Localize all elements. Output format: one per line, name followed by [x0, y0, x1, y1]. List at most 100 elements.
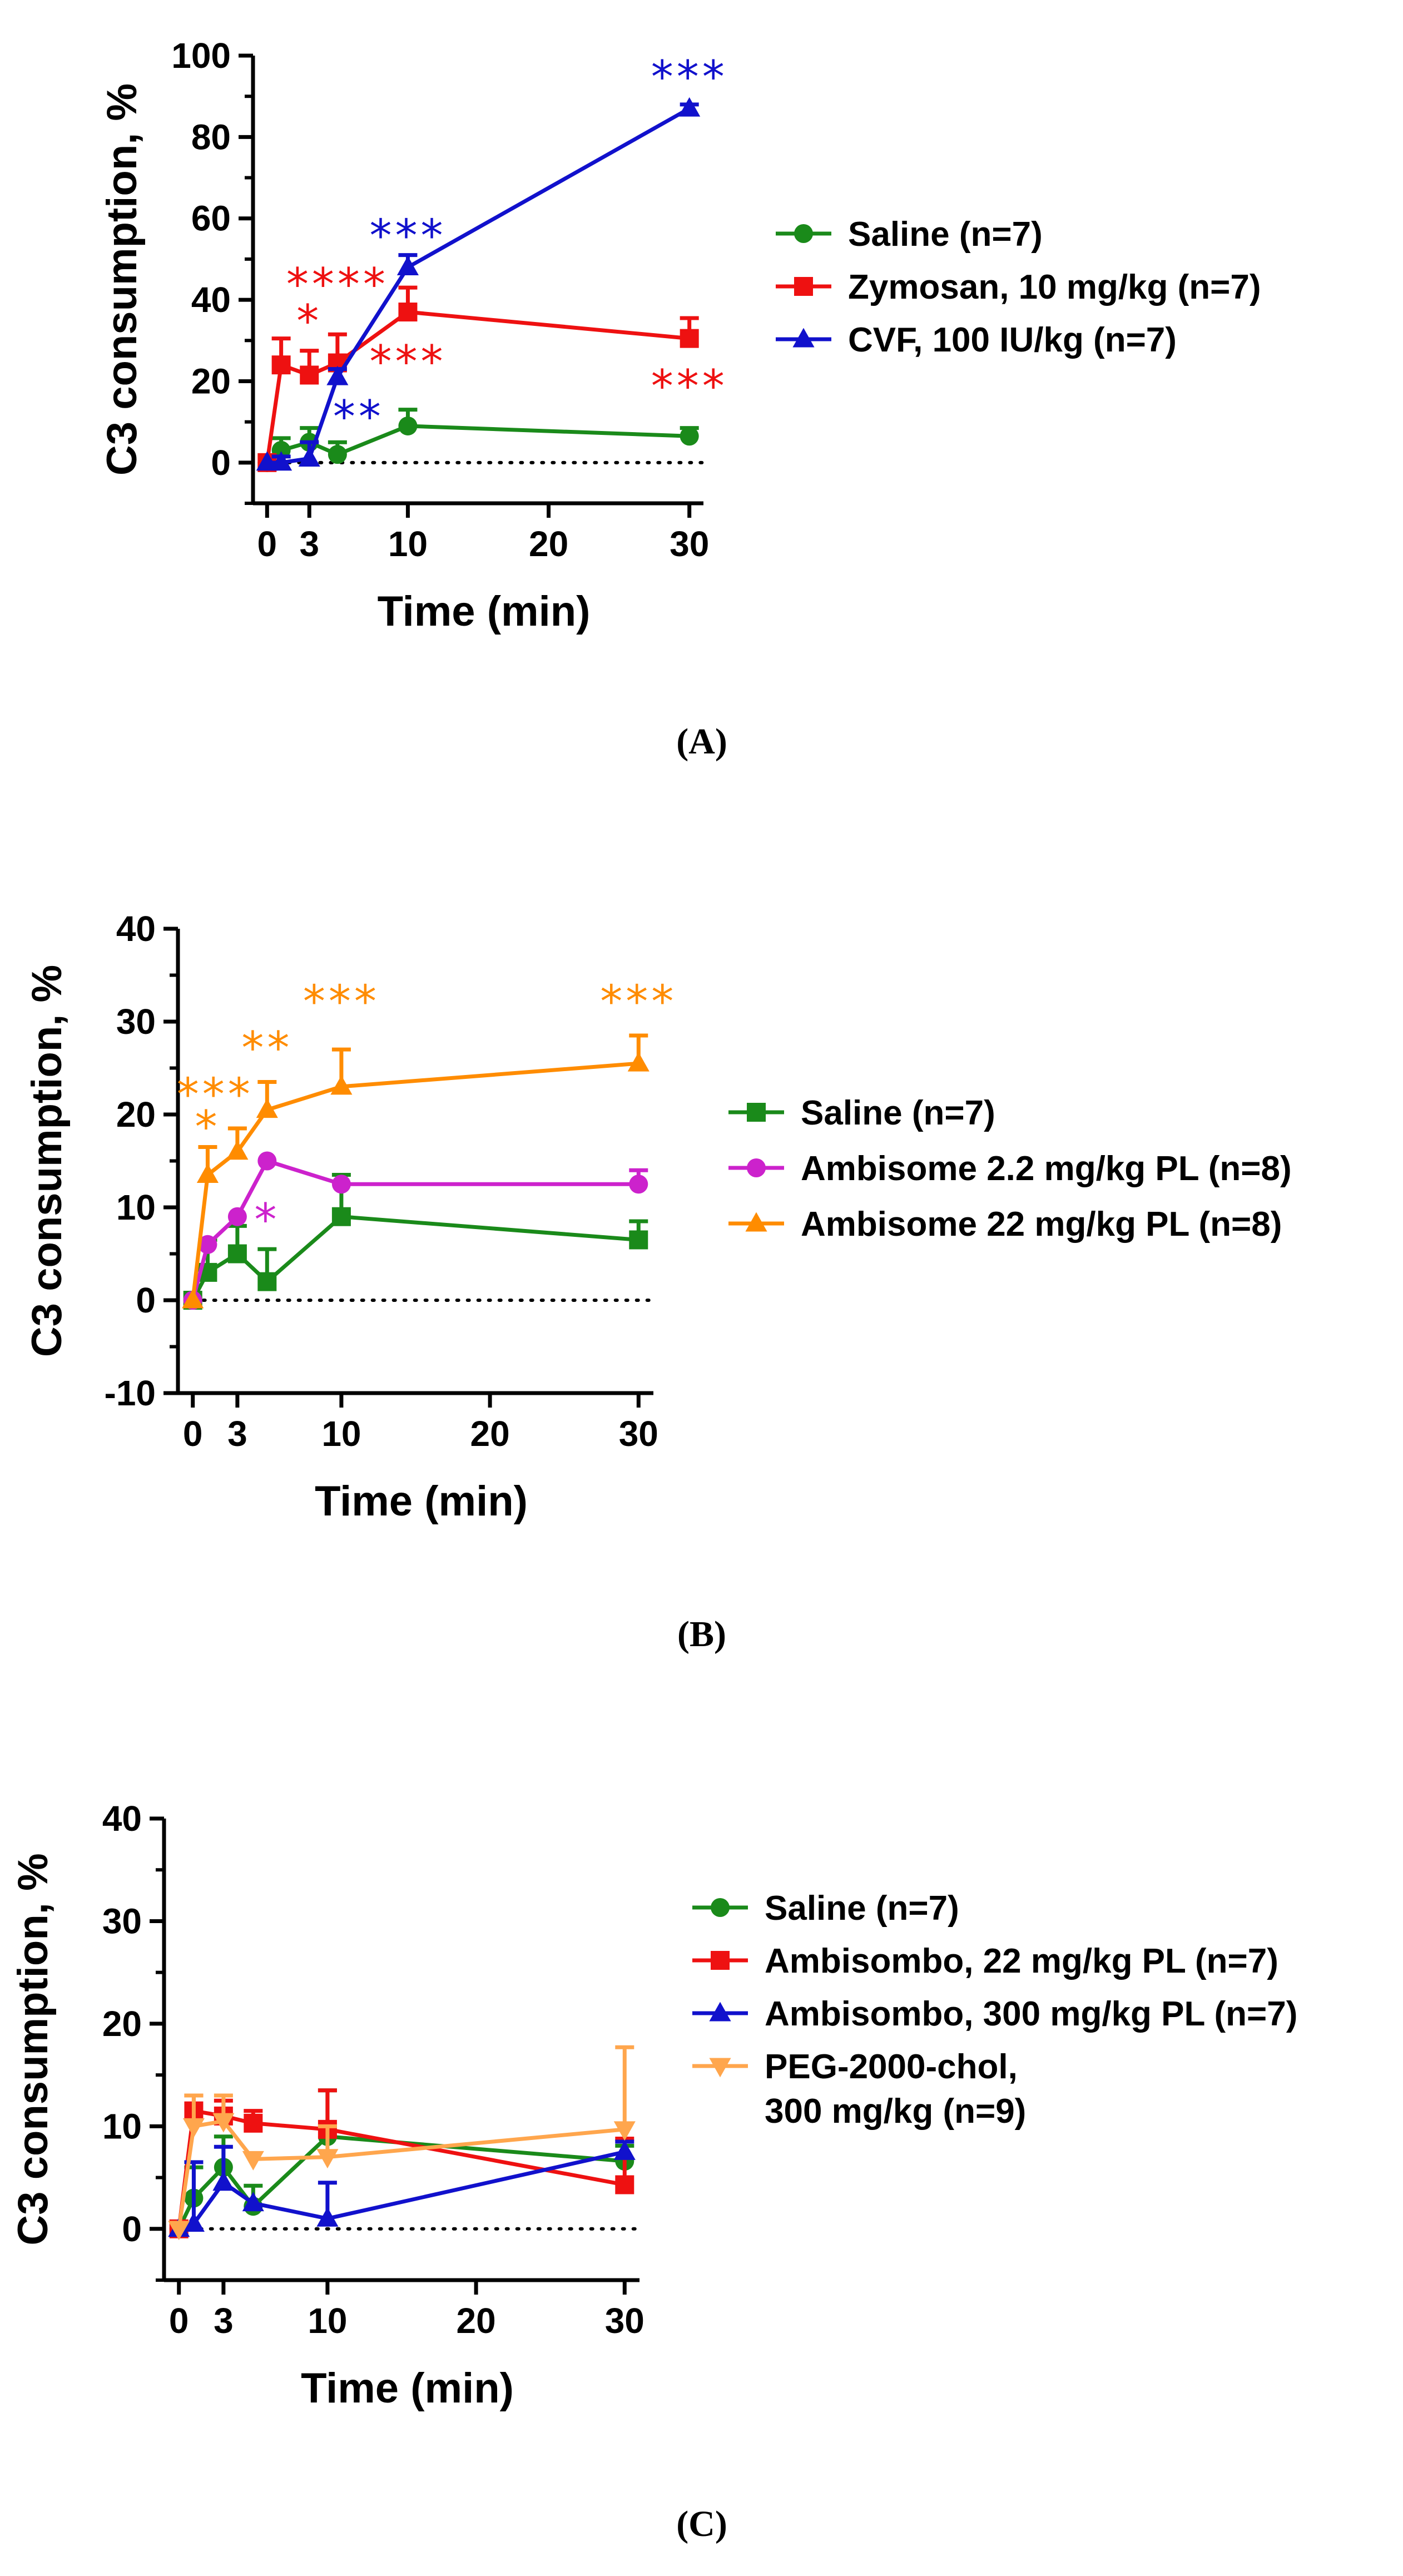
data-point: [330, 1075, 353, 1095]
legend-item: Saline (n=7): [692, 1889, 959, 1928]
legend-item: Ambisome 2.2 mg/kg PL (n=8): [728, 1150, 1292, 1188]
data-point: [615, 2175, 634, 2194]
legend-swatch-marker: [711, 1951, 730, 1970]
series-3: [168, 2045, 636, 2241]
data-point: [613, 2121, 636, 2141]
y-tick-label: 20: [102, 2004, 142, 2044]
data-point: [212, 2171, 235, 2191]
legend-label: Ambisome 2.2 mg/kg PL (n=8): [801, 1150, 1292, 1188]
legend-label-line: PEG-2000-chol,: [765, 2048, 1018, 2086]
x-tick-label: 3: [227, 1414, 247, 1454]
y-tick-label: 60: [191, 199, 231, 239]
significance-marker: *: [195, 1101, 220, 1153]
data-point: [196, 1163, 219, 1183]
x-axis-title: Time (min): [378, 588, 591, 635]
legend-label: Ambisombo, 300 mg/kg PL (n=7): [765, 1995, 1297, 2033]
series-1: [257, 285, 699, 472]
legend: Saline (n=7) Ambisome 2.2 mg/kg PL (n=8) A…: [728, 1094, 1292, 1244]
data-point: [629, 1230, 648, 1250]
data-point: [256, 451, 278, 471]
y-tick-label: -10: [105, 1373, 156, 1413]
data-point: [316, 2207, 339, 2227]
series-0: [183, 1173, 648, 1310]
data-point: [257, 1151, 277, 1171]
x-axis-title: Time (min): [315, 1478, 528, 1525]
significance-marker: ***: [369, 210, 446, 261]
data-point: [270, 451, 293, 471]
x-tick-label: 30: [619, 1414, 658, 1454]
data-point: [182, 2118, 205, 2138]
y-tick-label: 80: [191, 117, 231, 157]
legend-swatch-marker: [709, 2002, 731, 2022]
data-point: [271, 355, 291, 375]
legend-item: CVF, 100 IU/kg (n=7): [776, 321, 1177, 359]
series-line: [191, 1061, 639, 1301]
data-point: [680, 329, 699, 348]
series-line: [265, 310, 690, 463]
legend-swatch-marker: [709, 2058, 731, 2078]
legend-swatch-marker: [792, 328, 815, 348]
data-point: [242, 2192, 264, 2212]
legend-label: Saline (n=7): [765, 1889, 959, 1928]
legend-label: CVF, 100 IU/kg (n=7): [848, 321, 1177, 359]
data-point: [680, 427, 699, 446]
x-tick-label: 0: [183, 1414, 203, 1454]
significance-marker: *: [254, 1194, 280, 1246]
y-tick-label: 40: [116, 909, 156, 949]
x-tick-label: 30: [670, 524, 709, 564]
data-point: [627, 1052, 650, 1072]
y-tick-label: 20: [116, 1094, 156, 1135]
data-point: [613, 2141, 636, 2160]
legend-item: Saline (n=7): [728, 1094, 995, 1132]
legend-item: Ambisombo, 300 mg/kg PL (n=7): [692, 1995, 1297, 2033]
legend-label: Saline (n=7): [848, 215, 1043, 254]
y-axis-title: C3 consumption, %: [23, 965, 71, 1357]
data-point: [227, 1207, 247, 1226]
panel-label: (B): [677, 1614, 726, 1654]
data-point: [182, 2212, 205, 2232]
significance-marker: **: [241, 1022, 293, 1074]
data-point: [300, 365, 319, 385]
series-2: [182, 1033, 650, 1309]
data-point: [298, 447, 320, 467]
x-tick-label: 20: [529, 524, 568, 564]
x-tick-label: 10: [321, 1414, 361, 1454]
y-tick-label: 0: [122, 2209, 142, 2249]
data-point: [398, 416, 418, 435]
significance-marker: *: [296, 295, 322, 347]
significance-marker: ***: [651, 360, 728, 412]
x-axis-title: Time (min): [301, 2365, 514, 2412]
data-point: [227, 1244, 247, 1264]
data-point: [396, 256, 419, 275]
x-tick-label: 10: [388, 524, 428, 564]
y-tick-label: 30: [102, 1901, 142, 1941]
data-point: [256, 1098, 278, 1118]
legend-swatch-marker: [747, 1103, 766, 1122]
y-axis-title: C3 consumption, %: [9, 1853, 57, 2245]
y-tick-label: 30: [116, 1002, 156, 1042]
data-point: [316, 2149, 339, 2169]
data-point: [331, 1175, 351, 1194]
x-tick-label: 30: [605, 2301, 645, 2341]
data-point: [257, 1272, 277, 1291]
legend: Saline (n=7) Zymosan, 10 mg/kg (n=7) CVF, …: [776, 215, 1261, 359]
series-2: [256, 97, 701, 471]
x-tick-label: 3: [299, 524, 319, 564]
y-tick-label: 10: [102, 2106, 142, 2146]
legend: Saline (n=7) Ambisombo, 22 mg/kg PL (n=7)…: [692, 1889, 1297, 2131]
legend-label: PEG-2000-chol, 300 mg/kg (n=9): [765, 2048, 1026, 2131]
x-tick-label: 3: [214, 2301, 234, 2341]
data-point: [328, 445, 347, 464]
significance-marker: ***: [600, 976, 677, 1028]
data-point: [326, 365, 349, 385]
legend-item: Ambisombo, 22 mg/kg PL (n=7): [692, 1942, 1278, 1980]
legend-swatch-marker: [794, 224, 813, 243]
data-point: [226, 1140, 249, 1160]
legend-label-line: 300 mg/kg (n=9): [765, 2092, 1026, 2131]
significance-marker: ****: [286, 259, 389, 310]
legend-label: Zymosan, 10 mg/kg (n=7): [848, 268, 1261, 306]
significance-marker: **: [333, 391, 384, 443]
